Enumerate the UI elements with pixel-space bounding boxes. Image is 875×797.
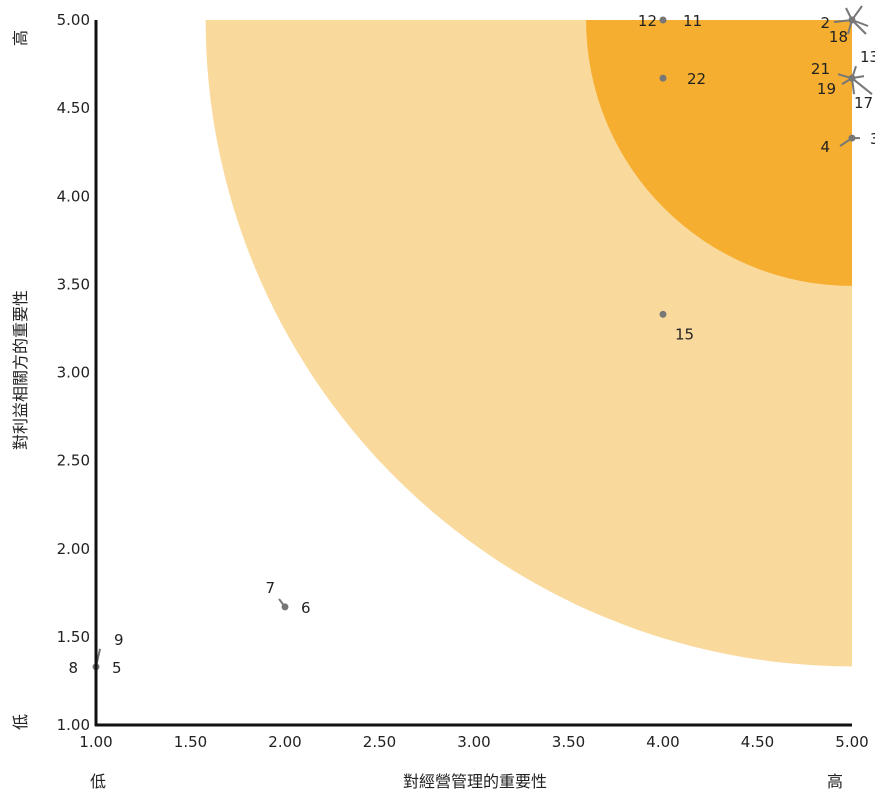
point-label: 17 [854,94,873,112]
data-point [659,310,667,318]
y-tick-label: 2.50 [57,452,90,470]
x-tick-label: 4.00 [646,733,679,751]
y-tick-label: 1.00 [57,716,90,734]
point-label: 23 [825,0,844,4]
y-tick-label: 5.00 [57,11,90,29]
x-axis-low-label: 低 [90,772,106,791]
y-axis-high-label: 高 [11,30,30,46]
point-label: 9 [114,631,124,649]
axes [94,20,852,727]
point-label: 8 [68,659,78,677]
point-label: 2 [820,14,830,32]
point-label: 21 [811,60,830,78]
x-tick-labels: 1.00 1.50 2.00 2.50 3.00 3.50 4.00 4.50 5.00 [79,733,868,751]
point-label: 20 [872,0,875,4]
point-label: 19 [817,80,836,98]
point-labels: 1214182023101316171921341112221567589 [68,0,875,677]
data-point [281,603,289,611]
y-axis-low-label: 低 [11,714,30,730]
y-axis-title: 對利益相關方的重要性 [11,290,30,450]
high-materiality-zone [586,20,852,286]
materiality-zones [205,20,852,667]
point-label: 11 [683,12,702,30]
point-label: 13 [860,48,875,66]
point-label: 5 [112,659,122,677]
x-tick-label: 2.00 [268,733,301,751]
point-label: 4 [820,138,830,156]
point-label: 15 [675,325,694,343]
data-point [848,134,856,142]
point-label: 7 [265,579,275,597]
y-tick-label: 4.00 [57,187,90,205]
data-point [659,16,667,24]
point-label: 3 [870,130,875,148]
point-label: 6 [301,599,311,617]
data-point [848,74,856,82]
point-label: 12 [638,12,657,30]
data-point [848,16,856,24]
x-tick-label: 3.50 [552,733,585,751]
x-tick-label: 3.00 [457,733,490,751]
x-tick-label: 1.00 [79,733,112,751]
y-tick-label: 3.00 [57,364,90,382]
y-tick-label: 4.50 [57,99,90,117]
data-point [659,74,667,82]
point-label: 22 [687,70,706,88]
y-tick-label: 2.00 [57,540,90,558]
y-tick-labels: 1.00 1.50 2.00 2.50 3.00 3.50 4.00 4.50 5.00 [57,11,90,734]
leader-line [851,77,873,95]
x-tick-label: 5.00 [835,733,868,751]
x-tick-label: 2.50 [363,733,396,751]
x-axis-title: 對經營管理的重要性 [403,772,547,791]
x-axis-high-label: 高 [827,772,843,791]
y-tick-label: 1.50 [57,628,90,646]
x-tick-label: 1.50 [174,733,207,751]
x-tick-label: 4.50 [741,733,774,751]
y-tick-label: 3.50 [57,275,90,293]
point-label: 18 [829,28,848,46]
